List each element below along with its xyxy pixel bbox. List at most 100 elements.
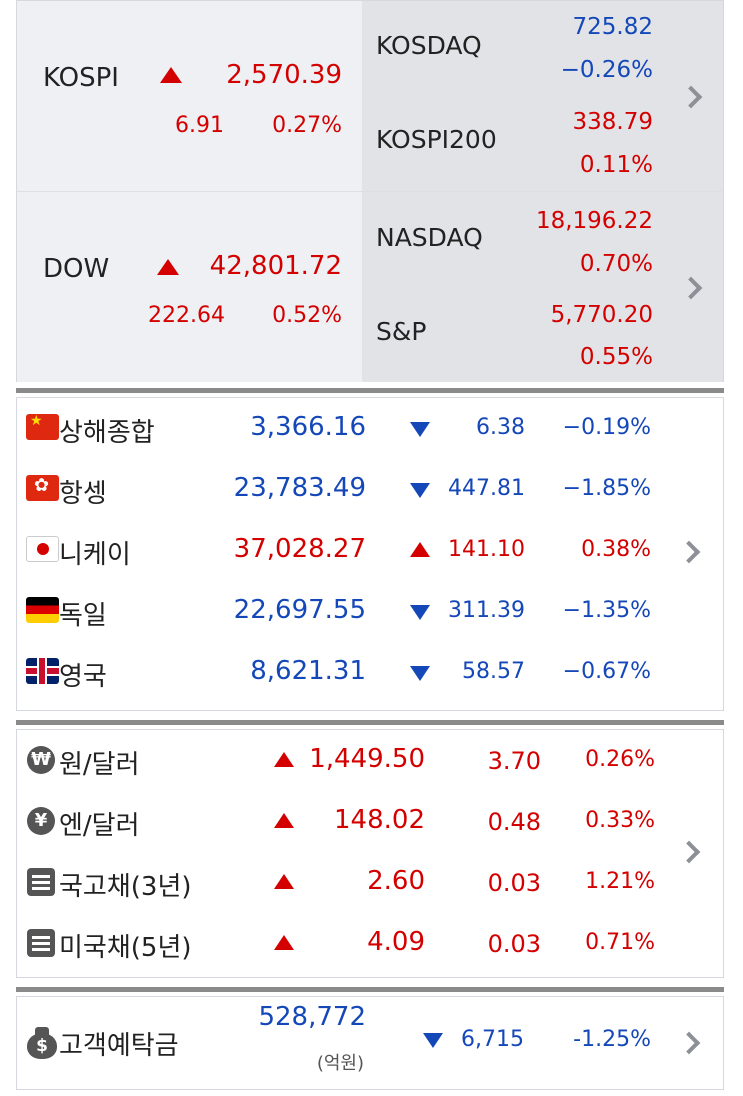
index-value: 22,697.55 (233, 595, 366, 625)
rate-change: 3.70 (487, 747, 541, 775)
deposit-change: 6,715 (461, 1027, 524, 1052)
deposit-value: 528,772 (258, 1002, 366, 1032)
rates-card[interactable]: ₩ 원/달러 1,449.50 3.70 0.26% ¥ 엔/달러 148.02… (16, 729, 724, 978)
nasdaq-percent: 0.70% (579, 251, 653, 277)
index-name: 니케이 (59, 540, 131, 570)
index-percent: −0.19% (562, 415, 651, 440)
yen-coin-icon: ¥ (27, 807, 55, 835)
rate-change: 0.48 (487, 808, 541, 836)
nasdaq-value: 18,196.22 (535, 208, 653, 234)
index-change: 311.39 (448, 598, 525, 623)
up-arrow-icon (274, 874, 294, 889)
down-arrow-icon (410, 422, 430, 437)
kosdaq-value: 725.82 (572, 14, 653, 40)
dow-change: 222.64 (148, 303, 225, 328)
world-index-row-germany[interactable]: 독일 22,697.55 311.39 −1.35% (17, 581, 723, 642)
index-value: 23,783.49 (233, 473, 366, 503)
hongkong-flag-icon (26, 475, 59, 501)
index-value: 8,621.31 (250, 656, 366, 686)
kospi-change: 6.91 (175, 113, 224, 138)
index-change: 6.38 (476, 415, 525, 440)
up-arrow-icon (410, 542, 430, 557)
kospi-panel[interactable]: KOSPI 2,570.39 6.91 0.27% (17, 1, 362, 191)
rate-change: 0.03 (487, 869, 541, 897)
down-arrow-icon (410, 483, 430, 498)
rate-name: 국고채(3년) (59, 872, 192, 902)
index-name: 항셍 (59, 479, 107, 509)
index-percent: −0.67% (562, 659, 651, 684)
rate-value: 4.09 (367, 927, 425, 957)
kospi-name: KOSPI (43, 63, 119, 93)
down-arrow-icon (410, 666, 430, 681)
index-name: 영국 (59, 662, 107, 692)
world-index-row-hangseng[interactable]: 항셍 23,783.49 447.81 −1.85% (17, 459, 723, 520)
sp500-percent: 0.55% (579, 344, 653, 370)
dow-value: 42,801.72 (209, 251, 342, 281)
rate-row-yen-dollar[interactable]: ¥ 엔/달러 148.02 0.48 0.33% (17, 791, 723, 852)
rate-percent: 0.33% (585, 808, 655, 833)
up-arrow-icon (274, 752, 294, 767)
kospi200-percent: 0.11% (579, 152, 653, 178)
rate-value: 1,449.50 (309, 744, 425, 774)
deposit-name: 고객예탁금 (59, 1031, 179, 1061)
up-arrow-icon (274, 813, 294, 828)
major-indices-card: KOSPI 2,570.39 6.91 0.27% KOSDAQ 725.82 … (16, 0, 724, 382)
rate-name: 미국채(5년) (59, 933, 192, 963)
world-index-row-uk[interactable]: 영국 8,621.31 58.57 −0.67% (17, 642, 723, 703)
bond-document-icon (27, 929, 55, 957)
rate-value: 2.60 (367, 866, 425, 896)
chevron-right-icon[interactable] (679, 85, 703, 109)
world-index-row-shanghai[interactable]: 상해종합 3,366.16 6.38 −0.19% (17, 398, 723, 459)
kosdaq-kospi200-panel[interactable]: KOSDAQ 725.82 −0.26% KOSPI200 338.79 0.1… (362, 1, 723, 191)
money-bag-icon: $ (27, 1027, 57, 1059)
chevron-right-icon[interactable] (677, 1031, 701, 1055)
rate-percent: 1.21% (585, 869, 655, 894)
world-indices-card[interactable]: 상해종합 3,366.16 6.38 −0.19% 항셍 23,783.49 4… (16, 397, 724, 711)
rate-row-us-bond-5y[interactable]: 미국채(5년) 4.09 0.03 0.71% (17, 913, 723, 974)
rate-change: 0.03 (487, 930, 541, 958)
chevron-right-icon[interactable] (679, 276, 703, 300)
bond-document-icon (27, 868, 55, 896)
index-name: 상해종합 (59, 418, 155, 448)
won-coin-icon: ₩ (27, 746, 55, 774)
world-index-row-nikkei[interactable]: 니케이 37,028.27 141.10 0.38% (17, 520, 723, 581)
kosdaq-name: KOSDAQ (376, 31, 482, 60)
index-name: 독일 (59, 601, 107, 631)
section-divider (16, 720, 724, 725)
rate-row-won-dollar[interactable]: ₩ 원/달러 1,449.50 3.70 0.26% (17, 730, 723, 791)
uk-flag-icon (26, 658, 59, 684)
deposit-unit: (억원) (316, 1053, 364, 1074)
nasdaq-name: NASDAQ (376, 223, 483, 252)
index-change: 58.57 (462, 659, 525, 684)
index-percent: −1.35% (562, 598, 651, 623)
dow-name: DOW (43, 254, 110, 284)
kosdaq-percent: −0.26% (560, 57, 653, 83)
down-arrow-icon (423, 1033, 443, 1048)
rate-value: 148.02 (334, 805, 425, 835)
sp500-name: S&P (376, 317, 427, 346)
sp500-value: 5,770.20 (550, 302, 653, 328)
index-value: 3,366.16 (250, 412, 366, 442)
rate-name: 원/달러 (59, 750, 140, 780)
rate-name: 엔/달러 (59, 811, 140, 841)
kospi-value: 2,570.39 (226, 60, 342, 90)
up-arrow-icon (157, 259, 179, 275)
up-arrow-icon (274, 935, 294, 950)
index-value: 37,028.27 (233, 534, 366, 564)
rate-percent: 0.71% (585, 930, 655, 955)
korea-indices-row[interactable]: KOSPI 2,570.39 6.91 0.27% KOSDAQ 725.82 … (17, 1, 723, 191)
index-percent: −1.85% (562, 476, 651, 501)
kospi200-value: 338.79 (572, 109, 653, 135)
kospi-percent: 0.27% (272, 113, 342, 138)
rate-row-kr-bond-3y[interactable]: 국고채(3년) 2.60 0.03 1.21% (17, 852, 723, 913)
dow-panel[interactable]: DOW 42,801.72 222.64 0.52% (17, 192, 362, 382)
kospi200-name: KOSPI200 (376, 125, 497, 154)
dow-percent: 0.52% (272, 303, 342, 328)
nasdaq-sp-panel[interactable]: NASDAQ 18,196.22 0.70% S&P 5,770.20 0.55… (362, 192, 723, 382)
section-divider (16, 388, 724, 393)
us-indices-row[interactable]: DOW 42,801.72 222.64 0.52% NASDAQ 18,196… (17, 191, 723, 382)
china-flag-icon (26, 414, 59, 440)
customer-deposit-card[interactable]: $ 고객예탁금 528,772 (억원) 6,715 -1.25% (16, 996, 724, 1090)
down-arrow-icon (410, 605, 430, 620)
section-divider (16, 987, 724, 992)
